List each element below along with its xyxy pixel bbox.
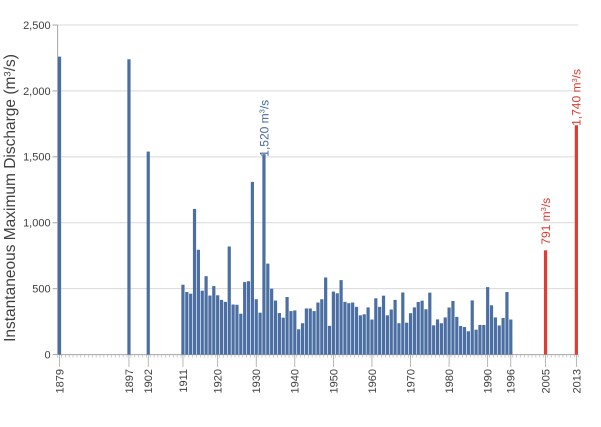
svg-text:1950: 1950 (328, 369, 340, 393)
svg-text:2013: 2013 (571, 369, 583, 393)
svg-text:1911: 1911 (178, 369, 190, 393)
svg-text:0: 0 (44, 350, 50, 362)
svg-text:Instantaneous Maximum Discharg: Instantaneous Maximum Discharge (m3/s) (2, 54, 19, 342)
svg-text:2,000: 2,000 (23, 86, 51, 98)
svg-text:1,740 m3/s: 1,740 m3/s (570, 69, 584, 126)
svg-text:1897: 1897 (124, 369, 136, 393)
svg-text:500: 500 (32, 284, 50, 296)
svg-text:2,500: 2,500 (23, 20, 51, 32)
svg-text:1930: 1930 (251, 369, 263, 393)
svg-text:1879: 1879 (54, 369, 66, 393)
svg-text:1,500: 1,500 (23, 152, 51, 164)
svg-text:1940: 1940 (290, 369, 302, 393)
svg-text:1,520 m3/s: 1,520 m3/s (257, 100, 271, 157)
svg-text:2005: 2005 (540, 369, 552, 393)
svg-text:1,000: 1,000 (23, 218, 51, 230)
svg-text:1996: 1996 (506, 369, 518, 393)
svg-text:1920: 1920 (213, 369, 225, 393)
svg-text:1902: 1902 (143, 369, 155, 393)
svg-text:1990: 1990 (483, 369, 495, 393)
svg-text:1970: 1970 (405, 369, 417, 393)
svg-text:1980: 1980 (444, 369, 456, 393)
svg-text:791 m3/s: 791 m3/s (539, 198, 553, 245)
svg-text:1960: 1960 (367, 369, 379, 393)
